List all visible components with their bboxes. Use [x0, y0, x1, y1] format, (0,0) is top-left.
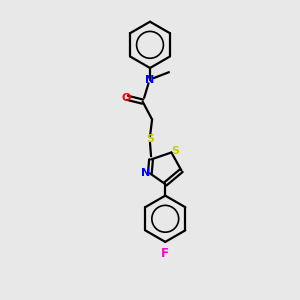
Text: O: O — [121, 93, 130, 103]
Text: S: S — [171, 146, 179, 156]
Text: N: N — [141, 168, 151, 178]
Text: N: N — [146, 74, 154, 85]
Text: S: S — [146, 134, 154, 145]
Text: F: F — [161, 247, 169, 260]
